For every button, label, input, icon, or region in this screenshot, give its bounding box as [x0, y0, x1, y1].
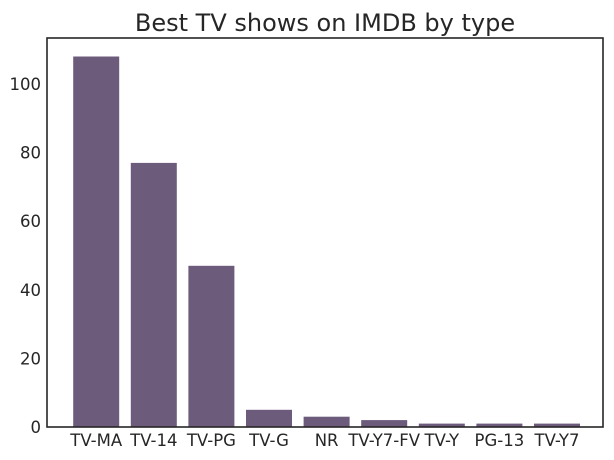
bar-tv-ma [73, 56, 120, 427]
x-tick-label: TV-Y7-FV [347, 431, 420, 450]
bar-tv-y7-fv [361, 420, 408, 427]
y-tick-label: 20 [20, 349, 41, 368]
x-tick-label: TV-Y [424, 431, 460, 450]
bar-tv-y [418, 423, 465, 427]
x-tick-label: TV-PG [186, 431, 236, 450]
x-tick-label: NR [315, 431, 339, 450]
y-axis-ticks: 0 20 40 60 80 100 [10, 75, 42, 437]
x-tick-label: TV-G [248, 431, 289, 450]
y-tick-label: 100 [10, 75, 42, 94]
bar-tv-pg [188, 265, 235, 427]
x-tick-label: TV-MA [69, 431, 123, 450]
plot-frame [46, 37, 604, 428]
bar-tv-g [246, 409, 292, 427]
x-tick-label: TV-Y7 [534, 431, 580, 450]
y-tick-label: 80 [20, 144, 41, 163]
bar-pg-13 [476, 423, 523, 427]
x-tick-label: PG-13 [475, 431, 525, 450]
bar-nr [303, 416, 350, 427]
y-tick-label: 60 [20, 212, 41, 231]
x-axis-ticks: TV-MA TV-14 TV-PG TV-G NR TV-Y7-FV TV-Y PG-13 TV… [69, 431, 579, 450]
bar-tv-y7 [534, 423, 580, 427]
bars-group [73, 56, 580, 427]
bar-tv-14 [130, 162, 177, 427]
y-tick-label: 40 [20, 281, 41, 300]
chart-title: Best TV shows on IMDB by type [135, 9, 515, 37]
x-tick-label: TV-14 [129, 431, 177, 450]
y-tick-label: 0 [31, 418, 42, 437]
